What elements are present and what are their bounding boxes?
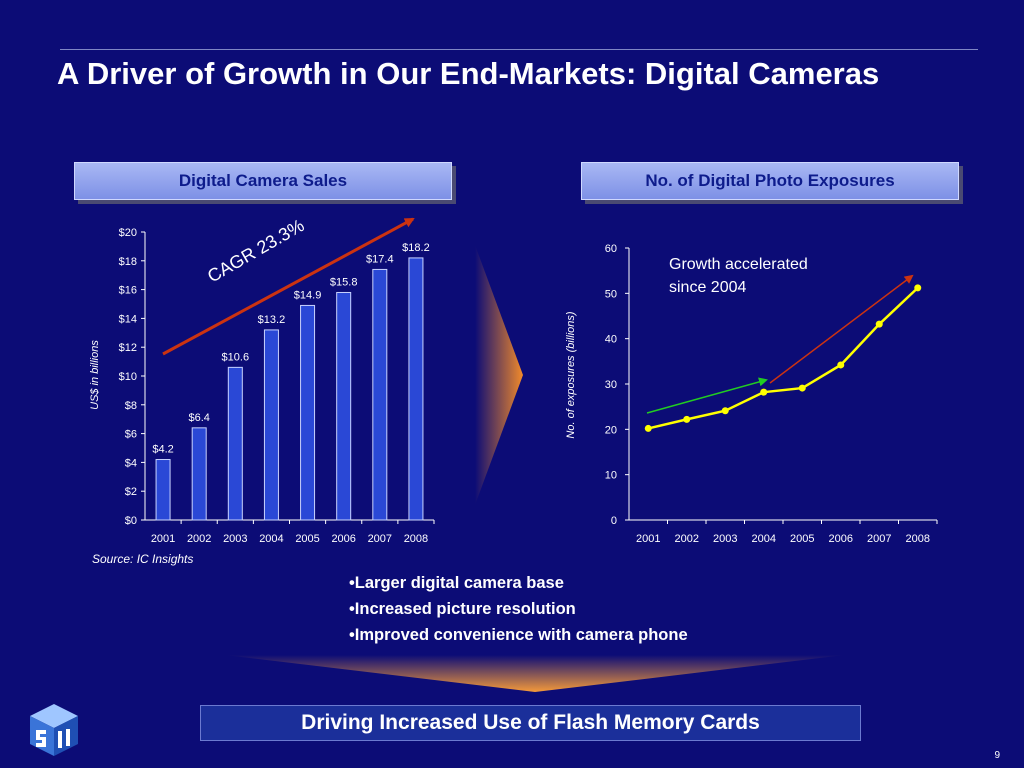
bar-data-label: $18.2 [402,242,430,254]
exposures-point-2001 [644,424,652,432]
photo-exposures-header: No. of Digital Photo Exposures [581,162,959,200]
bar-data-label: $14.9 [294,289,322,301]
line-y-tick-label: 20 [605,424,617,436]
bar-x-tick-label: 2005 [295,533,319,545]
growth-annotation-line1: Growth accelerated [669,256,808,273]
line-y-tick-label: 0 [611,515,617,527]
red-trend-arrow [769,274,914,384]
bar-y-tick-label: $0 [125,515,137,527]
exposures-point-2007 [875,320,883,328]
bar-ylabel: US$ in billions [89,340,101,410]
bar-x-tick-label: 2007 [368,533,392,545]
line-y-tick-label: 10 [605,470,617,482]
bottom-funnel [225,655,845,692]
line-y-tick-label: 30 [605,379,617,391]
bar-y-tick-label: $12 [119,342,137,354]
bar-y-tick-label: $4 [125,457,137,469]
bar-y-tick-label: $2 [125,486,137,498]
bar-y-tick-label: $14 [119,313,137,325]
bar-data-label: $15.8 [330,276,358,288]
line-x-tick-label: 2008 [906,533,930,545]
title-divider [60,49,978,50]
bar-2005 [300,304,316,521]
exposures-point-2008 [914,284,922,292]
line-x-tick-label: 2005 [790,533,814,545]
bar-x-tick-label: 2003 [223,533,247,545]
line-y-tick-label: 40 [605,334,617,346]
growth-annotation-line2: since 2004 [669,279,746,296]
line-y-tick-label: 60 [605,243,617,255]
bar-2003 [227,366,243,521]
line-x-tick-label: 2004 [752,533,776,545]
bullet-list: •Larger digital camera base •Increased p… [349,570,688,648]
line-x-tick-label: 2006 [829,533,853,545]
bar-x-tick-label: 2001 [151,533,175,545]
source-note: Source: IC Insights [92,552,194,566]
cagr-arrow [162,217,415,356]
exposures-point-2002 [683,415,691,423]
bullet-item: •Larger digital camera base [349,574,564,592]
exposures-point-2006 [837,361,845,369]
line-x-tick-label: 2002 [675,533,699,545]
exposures-series-line [647,286,919,430]
bar-y-tick-label: $8 [125,400,137,412]
bar-2004 [263,329,279,521]
exposures-point-2003 [721,407,729,415]
bar-2006 [336,291,352,521]
bar-x-tick-label: 2006 [331,533,355,545]
bullet-item: •Increased picture resolution [349,600,576,618]
line-x-tick-label: 2003 [713,533,737,545]
camera-sales-header: Digital Camera Sales [74,162,452,200]
exposures-point-2005 [798,384,806,392]
slide-title: A Driver of Growth in Our End-Markets: D… [57,56,880,91]
conclusion-banner: Driving Increased Use of Flash Memory Ca… [200,705,861,741]
bar-y-tick-label: $20 [119,227,137,239]
bar-y-tick-label: $16 [119,285,137,297]
bar-2008 [408,257,424,521]
line-y-tick-label: 50 [605,288,617,300]
bar-data-label: $10.6 [222,351,250,363]
bar-x-tick-label: 2008 [404,533,428,545]
company-logo [30,704,78,756]
bar-data-label: $4.2 [152,444,173,456]
bar-2002 [191,427,207,521]
bullet-item: •Improved convenience with camera phone [349,626,688,644]
line-x-tick-label: 2001 [636,533,660,545]
bar-data-label: $13.2 [258,314,286,326]
bar-x-tick-label: 2002 [187,533,211,545]
bar-y-tick-label: $6 [125,429,137,441]
bar-2001 [155,459,171,521]
bar-x-tick-label: 2004 [259,533,283,545]
bar-2007 [372,268,388,521]
line-ylabel: No. of exposures (billions) [565,311,577,439]
green-trend-arrow [646,377,768,414]
exposures-point-2004 [760,388,768,396]
bar-y-tick-label: $18 [119,256,137,268]
bar-y-tick-label: $10 [119,371,137,383]
line-x-tick-label: 2007 [867,533,891,545]
page-number: 9 [994,750,1000,761]
bar-data-label: $17.4 [366,253,394,265]
bar-data-label: $6.4 [188,412,209,424]
